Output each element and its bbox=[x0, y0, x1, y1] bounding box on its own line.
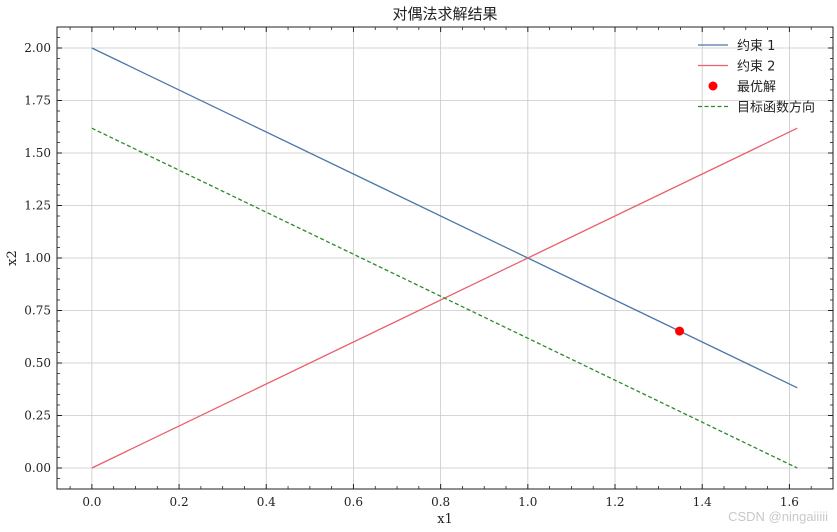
y-tick-label: 0.00 bbox=[24, 461, 51, 475]
legend-label-3: 最优解 bbox=[737, 80, 776, 95]
x-tick-label: 0.6 bbox=[344, 495, 363, 509]
grid-lines bbox=[57, 27, 833, 489]
x-tick-label: 1.4 bbox=[693, 495, 712, 509]
legend-swatch-3 bbox=[708, 81, 718, 91]
x-tick-label: 0.2 bbox=[170, 495, 189, 509]
series-line-4 bbox=[91, 127, 798, 469]
watermark: CSDN @ningaiiiii bbox=[728, 509, 828, 524]
axis-ticks: 0.0 0.2 0.4 0.6 0.8 1.0 1.2 1.4 1.6 0.00 0.25 0.50 0… bbox=[24, 27, 833, 509]
y-tick-label: 0.75 bbox=[24, 304, 51, 318]
legend-label-1: 约束 1 bbox=[737, 39, 775, 54]
y-tick-label: 2.00 bbox=[24, 41, 51, 55]
x-tick-label: 1.6 bbox=[780, 495, 799, 509]
x-tick-label: 0.0 bbox=[82, 495, 101, 509]
x-tick-label: 0.8 bbox=[431, 495, 450, 509]
chart-title: 对偶法求解结果 bbox=[392, 5, 497, 23]
optimal-point bbox=[675, 326, 685, 336]
series-line-1 bbox=[91, 47, 798, 389]
plot-series bbox=[91, 47, 798, 469]
y-tick-label: 0.50 bbox=[24, 356, 51, 370]
x-tick-label: 1.2 bbox=[605, 495, 624, 509]
y-tick-label: 1.50 bbox=[24, 146, 51, 160]
x-tick-label: 0.4 bbox=[257, 495, 276, 509]
y-tick-label: 1.00 bbox=[24, 251, 51, 265]
x-tick-label: 1.0 bbox=[518, 495, 537, 509]
y-tick-label: 0.25 bbox=[24, 409, 51, 423]
y-tick-label: 1.75 bbox=[24, 94, 51, 108]
y-tick-label: 1.25 bbox=[24, 199, 51, 213]
legend-label-2: 约束 2 bbox=[737, 60, 775, 75]
x-axis-label: x1 bbox=[437, 512, 453, 527]
y-axis-label: x2 bbox=[5, 250, 20, 266]
legend-label-4: 目标函数方向 bbox=[737, 100, 815, 116]
